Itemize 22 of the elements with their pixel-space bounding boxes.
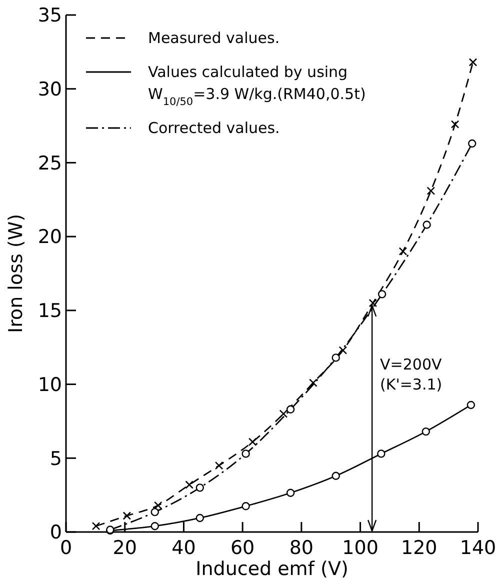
- y-tick-label: 20: [38, 226, 62, 248]
- x-tick-label: 80: [289, 537, 314, 559]
- x-tick-label: 100: [342, 537, 378, 559]
- x-axis-title: Induced emf (V): [196, 558, 348, 580]
- y-tick-label: 35: [38, 4, 62, 27]
- legend-label: Values calculated by using W$_{10/50}$=3.9 W/kg.(RM40,0.5t): [148, 63, 366, 108]
- x-tick-label: 40: [172, 537, 196, 559]
- x-tick-label: 120: [401, 537, 438, 559]
- y-tick-label: 15: [38, 300, 62, 322]
- y-tick-label: 25: [38, 152, 62, 174]
- x-tick-label: 20: [112, 537, 137, 559]
- annotation: (K'=3.1): [380, 376, 442, 394]
- x-tick-label: 140: [460, 537, 496, 559]
- y-tick-label: 0: [50, 522, 62, 544]
- legend-label: Corrected values.: [148, 119, 280, 137]
- x-tick-label: 60: [230, 537, 255, 559]
- legend-label: Measured values.: [148, 29, 280, 47]
- annotation: V=200V: [380, 356, 443, 374]
- y-tick-label: 5: [50, 448, 62, 470]
- y-axis-title: Iron loss (W): [5, 214, 27, 334]
- y-tick-label: 10: [38, 374, 62, 396]
- y-tick-label: 30: [38, 78, 62, 101]
